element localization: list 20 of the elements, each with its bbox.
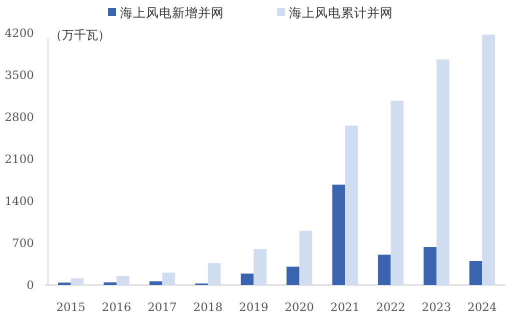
y-tick-label: 4200 [4,26,34,40]
x-tick-label: 2023 [422,300,452,314]
x-tick-label: 2020 [284,300,314,314]
x-tick-label: 2019 [239,300,268,314]
y-tick-label: 2100 [4,152,34,166]
y-tick-label: 0 [26,278,34,292]
legend-label: 海上风电累计并网 [289,6,393,20]
y-tick-label: 700 [12,236,34,250]
x-tick-label: 2018 [193,300,223,314]
legend-label: 海上风电新增并网 [120,6,224,20]
x-tick-label: 2017 [148,300,177,314]
x-tick-label: 2015 [56,300,86,314]
y-tick-label: 1400 [4,194,34,208]
x-tick-label: 2016 [102,300,132,314]
x-tick-label: 2024 [468,300,497,314]
y-tick-label: 3500 [4,68,34,82]
y-axis-title: （万千瓦） [50,28,110,42]
x-tick-label: 2022 [376,300,406,314]
y-tick-label: 2800 [4,110,34,124]
x-tick-label: 2021 [330,300,360,314]
